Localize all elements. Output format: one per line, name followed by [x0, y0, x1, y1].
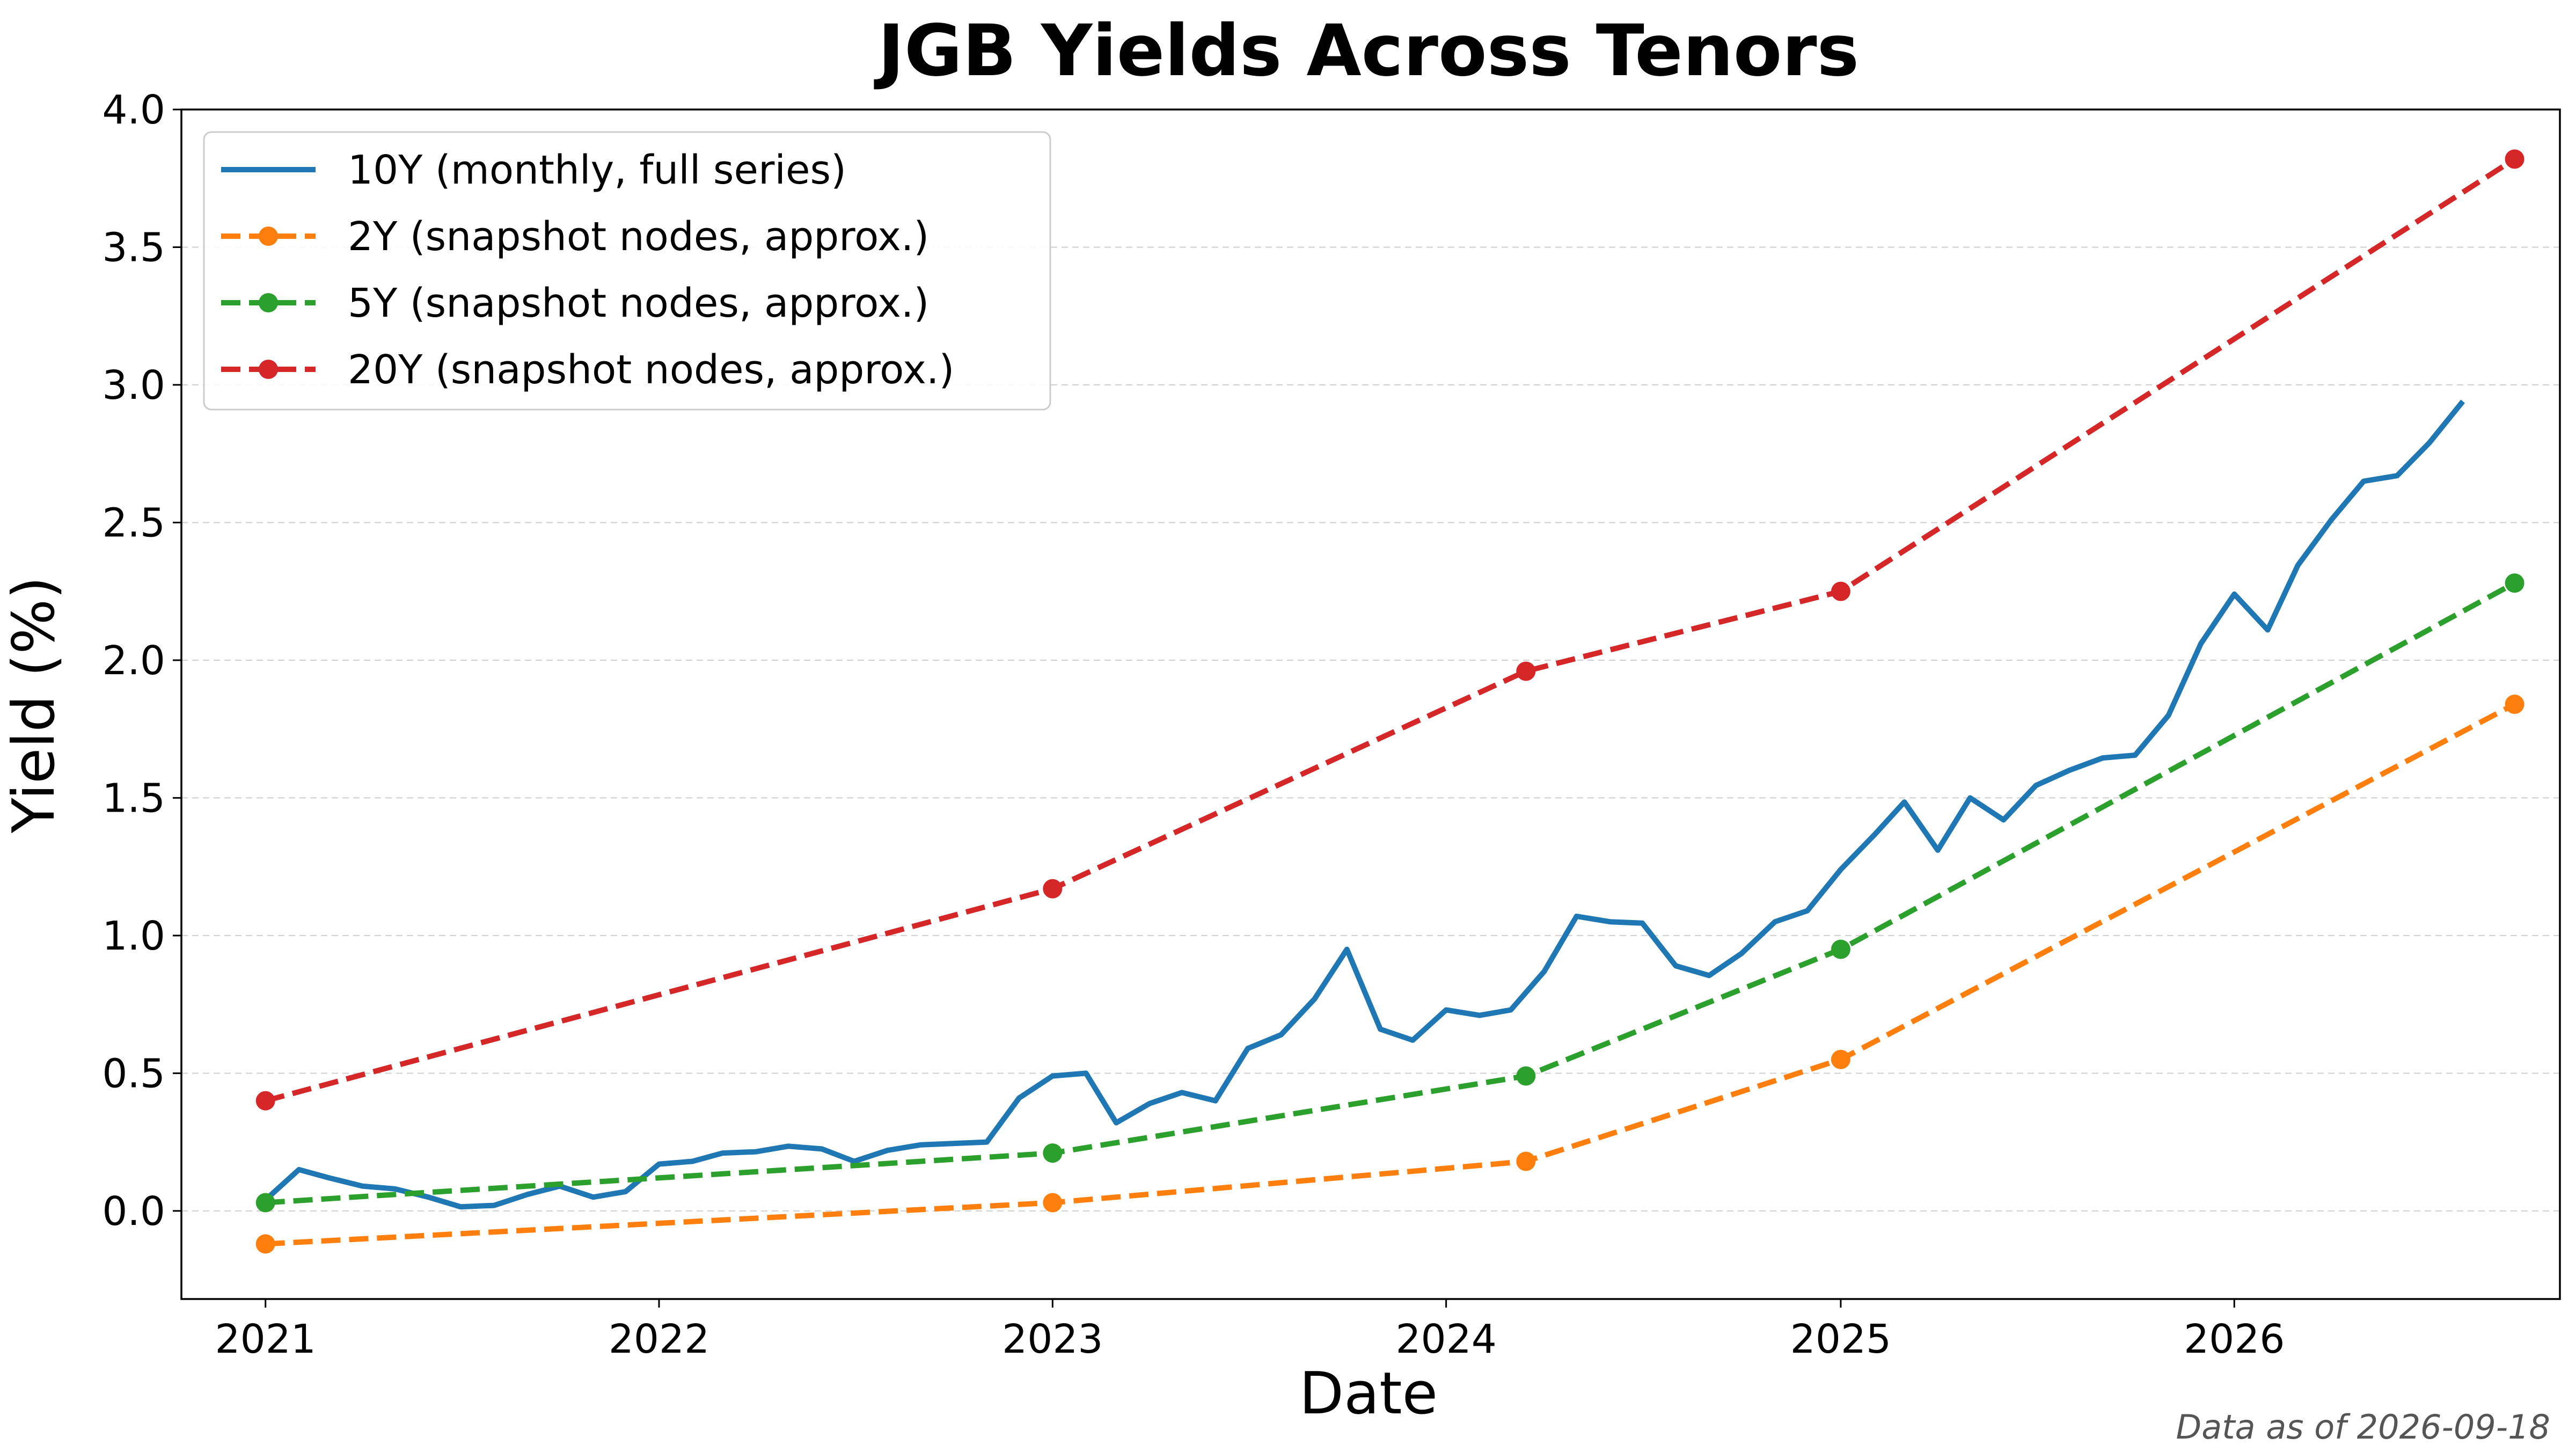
series-1 — [264, 399, 2465, 1210]
legend-item: 20Y (snapshot nodes, approx.) — [221, 347, 954, 393]
data-point — [1043, 1193, 1063, 1213]
x-tick-label: 2022 — [609, 1316, 709, 1362]
series-line — [265, 580, 2516, 1206]
data-point — [1516, 661, 1536, 681]
series-line — [264, 399, 2465, 1210]
legend-item: 5Y (snapshot nodes, approx.) — [221, 280, 929, 326]
data-point — [2505, 573, 2524, 593]
plot-area — [255, 149, 2524, 1254]
series-line — [265, 702, 2516, 1247]
data-point — [255, 1234, 275, 1254]
data-point — [255, 1091, 275, 1111]
legend-marker — [259, 360, 278, 379]
x-axis: 2021 2022 2023 2024 2025 2026 — [215, 1299, 2285, 1362]
x-tick-label: 2024 — [1395, 1316, 1496, 1362]
chart-title: JGB Yields Across Tenors — [874, 10, 1859, 92]
legend-label: 20Y (snapshot nodes, approx.) — [348, 347, 954, 393]
x-tick-label: 2026 — [2184, 1316, 2285, 1362]
y-tick-label: 0.5 — [102, 1050, 165, 1097]
y-tick-label: 3.5 — [102, 224, 165, 271]
data-point — [2505, 695, 2524, 714]
data-point — [1831, 581, 1850, 601]
legend: 10Y (monthly, full series) 2Y (snapshot n… — [203, 131, 1051, 411]
data-point — [1516, 1151, 1536, 1171]
legend-box — [203, 131, 1051, 411]
legend-label: 5Y (snapshot nodes, approx.) — [348, 280, 929, 326]
x-tick-label: 2021 — [215, 1316, 316, 1362]
data-point — [1831, 939, 1850, 959]
legend-marker — [259, 293, 278, 312]
data-point — [1043, 1143, 1063, 1163]
legend-item: 10Y (monthly, full series) — [221, 147, 846, 193]
data-point — [1831, 1049, 1850, 1069]
x-tick-label: 2023 — [1002, 1316, 1103, 1362]
legend-marker — [259, 227, 278, 246]
series-4 — [255, 149, 2524, 1111]
legend-item: 2Y (snapshot nodes, approx.) — [221, 214, 929, 260]
legend-label: 10Y (monthly, full series) — [348, 147, 846, 193]
plot-frame — [180, 108, 2561, 1300]
x-axis-label: Date — [1299, 1360, 1438, 1427]
series-3 — [255, 573, 2524, 1213]
data-point — [2505, 149, 2524, 169]
data-point — [255, 1193, 275, 1213]
x-tick-label: 2025 — [1790, 1316, 1891, 1362]
y-tick-label: 0.0 — [102, 1188, 165, 1235]
y-tick-label: 1.0 — [102, 913, 165, 959]
y-axis: 0.0 0.5 1.0 1.5 2.0 2.5 3.0 3.5 4.0 — [102, 87, 181, 1235]
y-tick-label: 2.5 — [102, 500, 165, 546]
series-2 — [255, 695, 2524, 1254]
data-point — [1516, 1066, 1536, 1086]
legend-label: 2Y (snapshot nodes, approx.) — [348, 214, 929, 260]
y-tick-label: 2.0 — [102, 638, 165, 684]
y-tick-label: 1.5 — [102, 775, 165, 821]
data-point — [1043, 879, 1063, 899]
data-as-of-note: Data as of 2026-09-18 — [2176, 1407, 2550, 1447]
y-axis-label: Yield (%) — [1, 577, 68, 834]
y-tick-label: 4.0 — [102, 87, 165, 133]
series-line — [265, 157, 2516, 1104]
y-tick-label: 3.0 — [102, 362, 165, 408]
